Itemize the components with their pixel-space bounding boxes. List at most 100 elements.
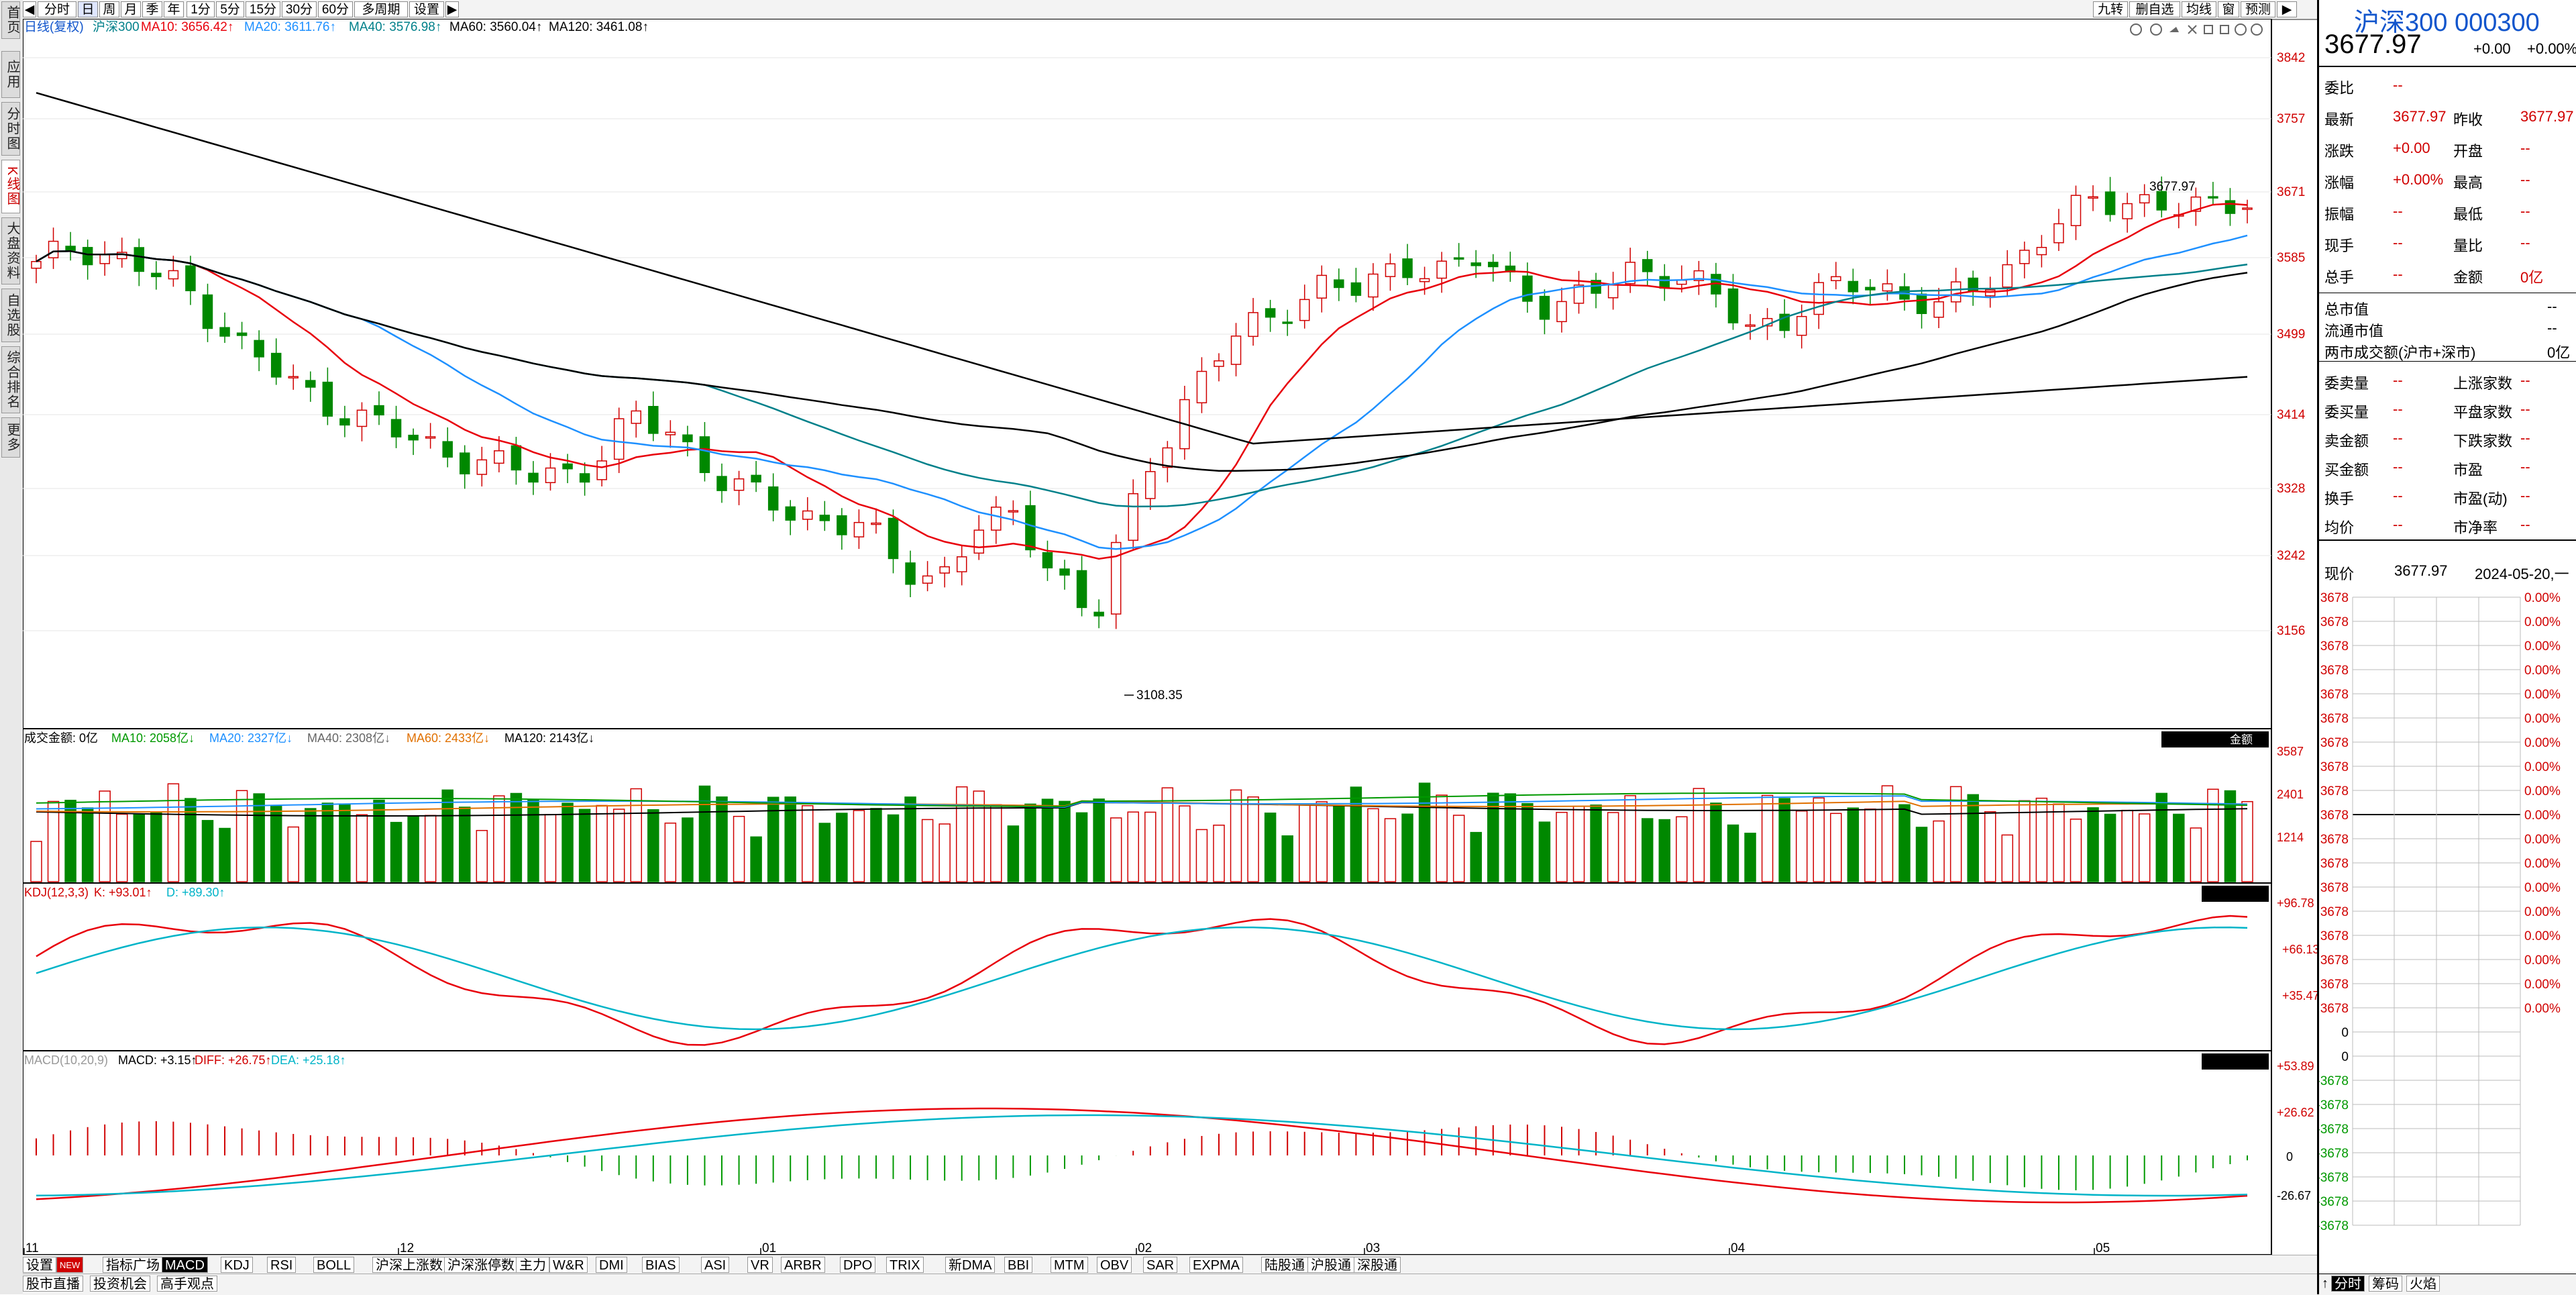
period-year-button[interactable]: 年 (164, 1, 184, 17)
window-button[interactable]: 窗 (2218, 1, 2239, 17)
candle-body (1350, 282, 1362, 296)
rail-home[interactable]: 首页 (1, 1, 20, 39)
macd-dea: DEA: +25.18↑ (271, 1053, 346, 1067)
candle-body (1865, 287, 1876, 291)
rail-timeshare[interactable]: 分时图 (1, 102, 20, 156)
indicator-tab[interactable]: 主力 (516, 1257, 549, 1273)
kdj-panel-frame (22, 882, 2272, 1051)
nine-turn-button[interactable]: 九转 (2093, 1, 2128, 17)
indicator-tab[interactable]: ARBR (781, 1257, 825, 1273)
mini-left-label: 0 (2341, 1050, 2349, 1064)
low-price-label: 3108.35 (1136, 688, 1183, 703)
indicator-tab[interactable]: BOLL (313, 1257, 355, 1273)
indicator-tab[interactable]: OBV (1097, 1257, 1132, 1273)
indicator-tab[interactable]: TRIX (886, 1257, 924, 1273)
mini-right-label: 0.00% (2524, 712, 2561, 726)
volume-bar (578, 809, 591, 882)
remove-watchlist-button[interactable]: 删自选 (2129, 1, 2180, 17)
secondary-tab[interactable]: 高手观点 (157, 1276, 217, 1292)
indicator-tab[interactable]: KDJ (221, 1257, 253, 1273)
indicator-tab[interactable]: DPO (840, 1257, 876, 1273)
secondary-tab[interactable]: 股市直播 (23, 1276, 83, 1292)
rail-ranking[interactable]: 综合排名 (1, 346, 20, 413)
indicator-tab[interactable]: 设置 (23, 1257, 56, 1273)
date-label: 03 (1366, 1241, 1380, 1255)
camera-icon[interactable] (2150, 23, 2162, 36)
price-axis-label: 3842 (2277, 51, 2305, 65)
indicator-tab[interactable]: 陆股通 (1261, 1257, 1308, 1273)
volume-bar (1847, 807, 1860, 882)
volume-badge[interactable] (2161, 731, 2269, 747)
kdj-badge[interactable] (2202, 886, 2269, 902)
volume-bar (1333, 806, 1345, 882)
kline-chart-svg[interactable]: 3842 3757 3671 3585 3499 3414 3328 3242 3156 日线(… (22, 18, 2320, 1255)
rail-kline[interactable]: K线图 (1, 160, 20, 213)
rail-watchlist[interactable]: 自选股 (1, 289, 20, 342)
period-30min-button[interactable]: 30分 (282, 1, 317, 17)
period-timeshare-button[interactable]: 分时 (38, 1, 76, 17)
indicator-tab[interactable]: MTM (1051, 1257, 1088, 1273)
indicator-tab[interactable]: RSI (267, 1257, 297, 1273)
multi-period-button[interactable]: 多周期 (354, 1, 408, 17)
volume-bar (167, 783, 180, 882)
indicator-tab[interactable]: 沪股通 (1307, 1257, 1354, 1273)
volume-bar (2087, 807, 2099, 882)
secondary-tab[interactable]: 投资机会 (90, 1276, 150, 1292)
indicator-tab[interactable]: NEW (56, 1257, 84, 1273)
indicator-tab[interactable]: 深股通 (1354, 1257, 1401, 1273)
zoom-in-icon[interactable] (2235, 23, 2247, 36)
volume-bar (2035, 797, 2048, 882)
period-day-button[interactable]: 日 (78, 1, 98, 17)
period-month-button[interactable]: 月 (121, 1, 141, 17)
indicator-tab[interactable]: BBI (1004, 1257, 1033, 1273)
quote-cell: 振幅 (2324, 206, 2355, 223)
indicator-tab[interactable]: 沪深涨停数 (444, 1257, 518, 1273)
indicator-tab[interactable]: W&R (549, 1257, 588, 1273)
moving-average-button[interactable]: 均线 (2182, 1, 2216, 17)
indicator-tab[interactable]: BIAS (642, 1257, 680, 1273)
indicator-tab[interactable]: SAR (1143, 1257, 1178, 1273)
period-60min-button[interactable]: 60分 (318, 1, 353, 17)
tab-flame[interactable]: 火焰 (2406, 1276, 2440, 1292)
period-week-button[interactable]: 周 (99, 1, 119, 17)
period-15min-button[interactable]: 15分 (246, 1, 280, 17)
volume-bar (1264, 813, 1277, 882)
rail-market-info[interactable]: 大盘资料 (1, 217, 20, 284)
forecast-button[interactable]: 预测 (2241, 1, 2275, 17)
indicator-tab[interactable]: 沪深上涨数 (372, 1257, 446, 1273)
kline-chart-area[interactable]: 3842 3757 3671 3585 3499 3414 3328 3242 3156 日线(… (22, 18, 2320, 1255)
period-1min-button[interactable]: 1分 (186, 1, 215, 17)
period-quarter-button[interactable]: 季 (142, 1, 162, 17)
macd-dea-line (36, 1114, 2248, 1197)
quote-cell: 昨收 (2453, 111, 2483, 128)
prev-icon[interactable]: ◀ (23, 1, 36, 17)
indicator-tab[interactable]: MACD (162, 1257, 208, 1273)
scissors-icon[interactable] (2188, 25, 2197, 34)
indicator-tab[interactable]: 新DMA (945, 1257, 996, 1273)
quote-cell: -- (2393, 266, 2403, 282)
rail-more[interactable]: 更多 (1, 417, 20, 458)
macd-badge[interactable] (2202, 1053, 2269, 1070)
undo-icon[interactable] (2169, 27, 2179, 32)
rail-apps[interactable]: 应用 (1, 51, 20, 98)
indicator-tab[interactable]: VR (747, 1257, 773, 1273)
candle-body (1556, 301, 1567, 323)
indicator-tab[interactable]: DMI (596, 1257, 627, 1273)
window-icon[interactable] (2220, 25, 2229, 34)
arrow-icon[interactable]: ↑ (2322, 1276, 2328, 1291)
macd-title: MACD(10,20,9) (24, 1053, 108, 1067)
volume-bar (716, 796, 728, 882)
settings-button[interactable]: 设置 (409, 1, 444, 17)
next-icon[interactable]: ▶ (445, 1, 459, 17)
indicator-tab[interactable]: ASI (701, 1257, 730, 1273)
zoom-out-icon[interactable] (2251, 23, 2263, 36)
indicator-tab[interactable]: EXPMA (1189, 1257, 1244, 1273)
collapse-icon[interactable]: ▶ (2277, 1, 2297, 17)
lock-icon[interactable] (2204, 25, 2213, 34)
tab-chips[interactable]: 筹码 (2369, 1276, 2402, 1292)
eye-icon[interactable] (2130, 23, 2142, 36)
candle-body (1488, 262, 1499, 268)
tab-timeshare[interactable]: 分时 (2331, 1276, 2365, 1292)
indicator-tab[interactable]: 指标广场 (103, 1257, 163, 1273)
period-5min-button[interactable]: 5分 (216, 1, 244, 17)
